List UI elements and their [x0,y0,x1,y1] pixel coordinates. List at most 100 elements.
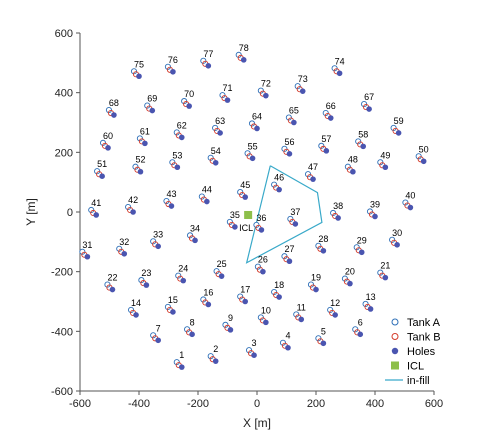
hole-label: 25 [217,259,227,269]
hole-group: 3 [245,338,257,359]
icl-label: ICL [239,223,253,233]
hole-marker [292,221,299,227]
hole-marker [327,115,334,121]
tank-a-marker [237,189,244,196]
hole-group: 66 [322,101,336,121]
hole-marker [336,70,343,77]
hole-group: 60 [99,131,113,151]
tank-a-marker [304,171,312,178]
hole-label: 56 [284,137,294,147]
tank-a-marker [186,232,194,239]
hole-marker [286,151,293,157]
hole-group: 6 [352,317,364,338]
hole-marker [382,164,389,171]
hole-marker [130,209,136,215]
hole-group: 70 [181,89,194,109]
hole-group: 32 [116,237,129,257]
tank-a-marker [254,263,261,270]
hole-marker [372,213,378,220]
hole-marker [242,298,248,305]
tank-a-marker [315,242,322,249]
legend-label: ICL [407,361,424,373]
hole-label: 17 [240,285,250,295]
hole-group: 27 [281,244,294,265]
tank-a-marker [285,114,292,121]
hole-marker [212,159,219,166]
hole-group: 24 [175,264,188,284]
tank-a-marker [294,83,301,90]
hole-group: 71 [219,83,233,103]
hole-label: 7 [156,323,161,333]
hole-label: 67 [364,92,374,102]
y-tick-label: -200 [51,267,73,279]
hole-group: 75 [130,59,144,80]
hole-marker [366,106,372,112]
legend-label: Holes [407,346,436,358]
hole-marker [298,316,305,323]
tank-a-marker [415,153,422,160]
hole-label: 22 [107,273,117,283]
hole-group: 2 [207,344,219,364]
hole-label: 23 [141,268,151,278]
tank-a-marker [390,124,397,131]
hole-marker [242,194,248,200]
hole-marker [360,143,367,150]
hole-group: 7 [150,323,161,344]
y-tick-label: -600 [51,386,73,398]
hole-label: 60 [103,131,113,141]
hole-marker [224,97,231,103]
hole-group: 55 [244,141,258,162]
hole-label: 9 [228,313,233,323]
hole-group: 65 [285,106,299,126]
legend-holes-marker [391,347,399,355]
hole-marker [180,277,187,284]
tank-a-marker [377,159,384,166]
hole-marker [189,331,195,338]
tank-a-marker [307,281,315,288]
x-tick-label: 600 [425,398,443,410]
hole-marker [121,250,128,257]
hole-group: 15 [164,295,178,315]
tank-a-marker [344,163,351,170]
hole-group: 19 [307,273,321,293]
tank-a-marker [116,245,123,252]
hole-marker [407,204,414,211]
tank-a-marker [366,208,374,215]
hole-label: 70 [184,89,194,99]
tank-a-marker [184,326,191,333]
tank-a-marker [150,238,157,245]
hole-group: 69 [144,94,157,114]
hole-group: 20 [341,267,355,287]
hole-marker [232,224,238,230]
tank-a-marker [279,339,287,346]
hole-marker [263,92,269,99]
hole-marker [258,227,265,233]
tank-a-marker [271,288,278,296]
hole-group: 57 [318,134,331,154]
tank-a-marker [362,300,369,308]
hole-label: 76 [168,55,178,65]
hole-label: 37 [290,207,300,217]
hole-group: 72 [257,79,271,99]
hole-label: 46 [274,173,284,183]
tank-a-marker [331,65,338,72]
hole-label: 51 [97,159,107,169]
y-tick-label: 0 [67,207,73,219]
hole-label: 36 [256,213,266,223]
tank-a-marker [200,57,207,64]
hole-marker [142,140,148,147]
x-tick-label: -200 [187,398,209,410]
hole-marker [260,268,266,275]
hole-label: 42 [128,195,138,205]
hole-label: 21 [380,261,390,271]
hole-group: 30 [389,228,402,248]
x-tick-label: -600 [69,398,91,410]
hole-group: 23 [138,268,151,288]
hole-group: 22 [104,273,117,293]
hole-marker [84,253,91,260]
hole-label: 33 [153,229,163,239]
tank-a-marker [253,221,260,228]
hole-marker [320,247,327,254]
hole-group: 26 [254,255,268,275]
legend-item: Tank A [391,317,441,329]
